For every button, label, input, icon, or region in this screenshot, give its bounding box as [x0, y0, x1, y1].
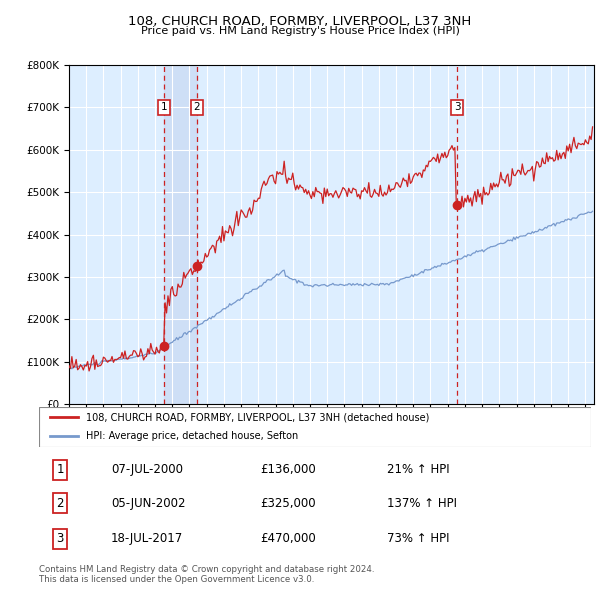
Text: 2: 2 — [194, 102, 200, 112]
Text: £136,000: £136,000 — [260, 463, 316, 476]
Text: 108, CHURCH ROAD, FORMBY, LIVERPOOL, L37 3NH (detached house): 108, CHURCH ROAD, FORMBY, LIVERPOOL, L37… — [86, 412, 429, 422]
Bar — [164, 65, 197, 404]
Text: £325,000: £325,000 — [260, 497, 316, 510]
Text: 05-JUN-2002: 05-JUN-2002 — [111, 497, 185, 510]
Text: Price paid vs. HM Land Registry's House Price Index (HPI): Price paid vs. HM Land Registry's House … — [140, 26, 460, 36]
Text: 1: 1 — [56, 463, 64, 476]
Text: 2: 2 — [56, 497, 64, 510]
Text: 3: 3 — [454, 102, 460, 112]
Text: 21% ↑ HPI: 21% ↑ HPI — [387, 463, 449, 476]
Text: 137% ↑ HPI: 137% ↑ HPI — [387, 497, 457, 510]
Text: 73% ↑ HPI: 73% ↑ HPI — [387, 532, 449, 545]
Text: 108, CHURCH ROAD, FORMBY, LIVERPOOL, L37 3NH: 108, CHURCH ROAD, FORMBY, LIVERPOOL, L37… — [128, 15, 472, 28]
Text: 3: 3 — [56, 532, 64, 545]
Text: 07-JUL-2000: 07-JUL-2000 — [111, 463, 183, 476]
Text: 18-JUL-2017: 18-JUL-2017 — [111, 532, 183, 545]
Text: £470,000: £470,000 — [260, 532, 316, 545]
Text: Contains HM Land Registry data © Crown copyright and database right 2024.: Contains HM Land Registry data © Crown c… — [39, 565, 374, 574]
Text: 1: 1 — [161, 102, 167, 112]
Text: This data is licensed under the Open Government Licence v3.0.: This data is licensed under the Open Gov… — [39, 575, 314, 584]
Text: HPI: Average price, detached house, Sefton: HPI: Average price, detached house, Seft… — [86, 431, 298, 441]
